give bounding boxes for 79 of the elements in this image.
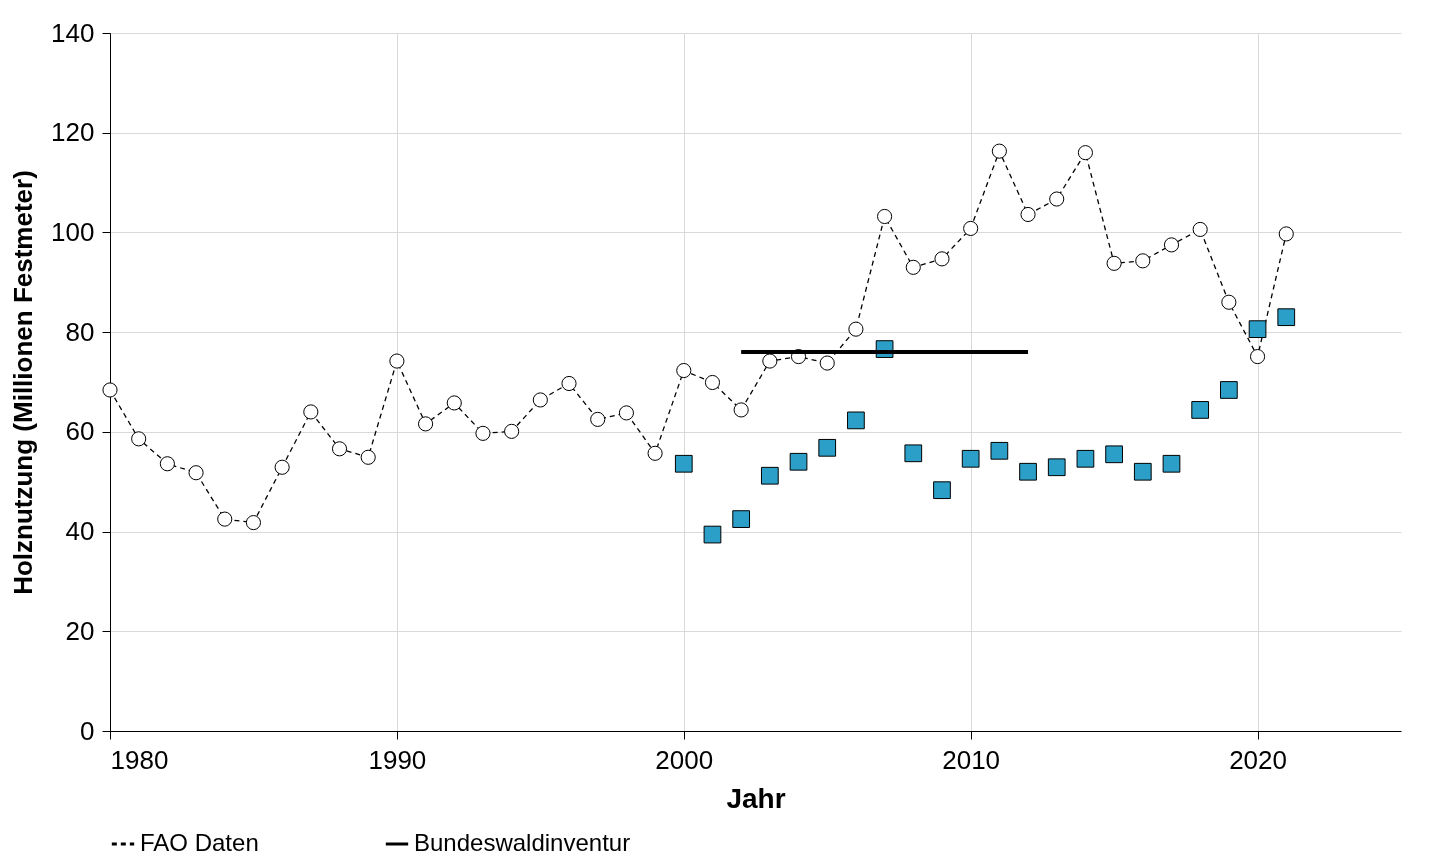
point (905, 259, 921, 275)
point (389, 353, 405, 369)
point (446, 395, 462, 411)
point (732, 510, 751, 528)
y-tick-label: 0 (80, 715, 95, 746)
y-tick-label: 120 (51, 117, 95, 148)
point (848, 321, 864, 337)
point (1105, 445, 1123, 464)
point (1049, 191, 1065, 207)
point (1248, 320, 1267, 339)
y-tick-label: 140 (51, 17, 95, 48)
point (360, 449, 376, 465)
point (504, 423, 520, 439)
point (1047, 458, 1066, 477)
point (1221, 294, 1237, 310)
point (1135, 253, 1151, 269)
x-tick-label: 1980 (110, 744, 169, 775)
y-tick-label: 40 (65, 516, 95, 547)
y-tick-label: 80 (65, 316, 95, 347)
point (590, 411, 606, 427)
point (561, 375, 577, 392)
point (245, 515, 262, 531)
legend-label: FAO Daten (140, 829, 259, 856)
x-tick-label: 1990 (368, 744, 427, 775)
point (1192, 221, 1208, 237)
point (704, 374, 721, 391)
point (1076, 449, 1095, 468)
point (1163, 237, 1180, 253)
point (934, 251, 950, 267)
point (102, 382, 118, 398)
point (131, 431, 147, 447)
point (991, 143, 1007, 159)
point (1162, 454, 1181, 473)
point (674, 454, 693, 473)
point (847, 411, 865, 430)
point (418, 416, 434, 432)
point (762, 353, 778, 369)
point (703, 525, 722, 544)
point (1133, 462, 1152, 481)
point (963, 220, 979, 236)
point (1278, 226, 1294, 242)
point (789, 452, 808, 471)
point (933, 481, 951, 500)
point (676, 362, 692, 379)
point (818, 438, 837, 457)
point (475, 425, 491, 441)
legend-label: Bundeswaldinventur (414, 829, 631, 856)
point (331, 441, 348, 457)
point (733, 402, 749, 418)
y-tick-label: 60 (65, 416, 95, 447)
point (159, 456, 175, 472)
point (1249, 349, 1266, 365)
point (274, 459, 290, 475)
point (1077, 145, 1093, 161)
point (647, 445, 663, 461)
y-tick-label: 20 (65, 615, 95, 646)
x-tick-label: 2010 (942, 744, 1001, 775)
point (1220, 381, 1238, 399)
x-tick-label: 2000 (655, 744, 714, 775)
point (1106, 255, 1122, 271)
point (618, 405, 634, 421)
point (961, 449, 980, 468)
y-tick-label: 100 (51, 216, 95, 247)
point (877, 208, 893, 225)
point (1019, 462, 1037, 481)
y-axis-title: Holznutzung (Millionen Festmeter) (8, 170, 39, 595)
point (217, 511, 233, 527)
point (188, 465, 204, 481)
point (990, 441, 1009, 460)
x-tick-label: 2020 (1229, 744, 1287, 775)
point (819, 355, 835, 371)
point (1277, 308, 1296, 327)
point (760, 466, 779, 485)
point (1020, 206, 1036, 223)
point (303, 404, 319, 420)
point (904, 444, 923, 463)
point (532, 392, 548, 408)
x-axis-title: Jahr (726, 782, 786, 814)
point (1191, 401, 1210, 419)
